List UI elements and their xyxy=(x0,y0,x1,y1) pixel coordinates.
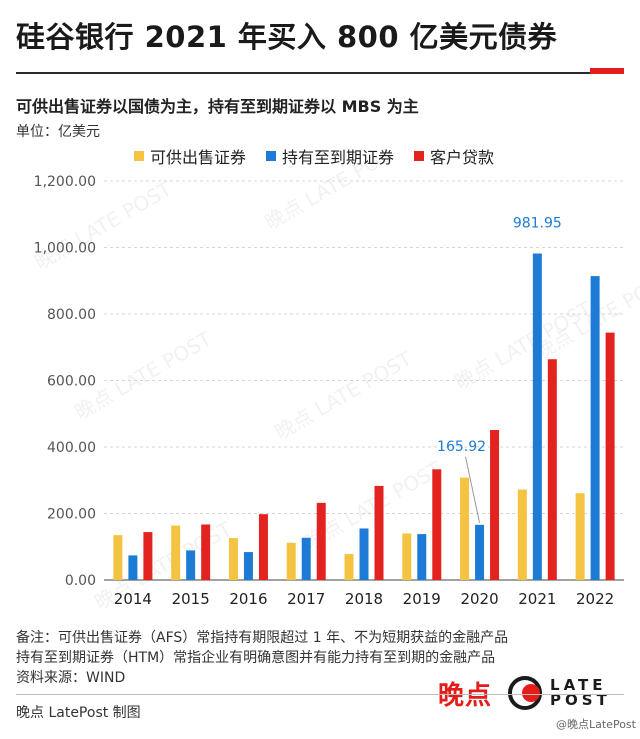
bar-htm-2017 xyxy=(301,537,311,580)
bar-loans-2017 xyxy=(316,502,326,580)
legend-swatch-loans xyxy=(414,151,425,161)
y-tick-label-200: 200.00 xyxy=(47,507,96,523)
bar-afs-2022 xyxy=(575,493,585,580)
bar-loans-2018 xyxy=(374,485,384,580)
bar-afs-2019 xyxy=(402,533,412,580)
watermark-3: 晚点 LATE POST xyxy=(271,346,417,444)
title-divider xyxy=(16,72,624,74)
legend-swatch-htm xyxy=(266,151,277,161)
bar-htm-2014 xyxy=(128,555,138,580)
legend-label-htm: 持有至到期证券 xyxy=(282,148,395,167)
data-label-165-92: 165.92 xyxy=(437,439,486,455)
legend-item-afs: 可供出售证券 xyxy=(134,144,246,168)
bar-afs-2016 xyxy=(228,538,238,580)
bar-htm-2021 xyxy=(532,253,542,580)
brand-name-en-line1: LATE xyxy=(550,676,607,694)
bar-afs-2014 xyxy=(113,535,123,580)
page-title: 硅谷银行 2021 年买入 800 亿美元债券 xyxy=(16,20,558,54)
chart-credit: 晚点 LatePost 制图 xyxy=(16,705,141,721)
x-tick-label-2014: 2014 xyxy=(114,590,152,608)
data-label-981-95: 981.95 xyxy=(513,216,562,232)
legend-label-afs: 可供出售证券 xyxy=(150,148,247,167)
bar-loans-2016 xyxy=(258,514,268,580)
bar-htm-2018 xyxy=(359,528,369,580)
bar-htm-2019 xyxy=(417,534,427,580)
watermark-7: 晚点 LATE POST xyxy=(91,516,237,614)
legend-item-htm: 持有至到期证券 xyxy=(266,144,394,168)
x-tick-label-2022: 2022 xyxy=(576,590,614,608)
brand-logo-block: 晚点 LATE POST xyxy=(438,674,611,712)
annotation-leader-2020 xyxy=(465,456,481,523)
unit-label: 单位：亿美元 xyxy=(16,124,100,140)
bar-afs-2018 xyxy=(344,554,354,580)
x-tick-label-2019: 2019 xyxy=(403,590,441,608)
brand-name-cn: 晚点 xyxy=(438,680,493,711)
data-source: 资料来源：WIND xyxy=(16,670,126,686)
legend-label-loans: 客户贷款 xyxy=(430,148,495,167)
y-tick-label-600: 600.00 xyxy=(47,374,96,390)
bar-htm-2016 xyxy=(243,552,253,580)
chart-subtitle: 可供出售证券以国债为主，持有至到期证券以 MBS 为主 xyxy=(16,97,419,116)
legend-swatch-afs xyxy=(134,151,144,161)
chart-legend: 可供出售证券 持有至到期证券 客户贷款 xyxy=(134,144,494,168)
legend-item-loans: 客户贷款 xyxy=(414,144,494,168)
x-tick-label-2016: 2016 xyxy=(229,590,267,608)
bar-afs-2021 xyxy=(517,489,527,580)
x-tick-label-2017: 2017 xyxy=(287,590,325,608)
bar-afs-2015 xyxy=(171,525,181,580)
title-accent-bar xyxy=(590,68,624,74)
weibo-handle: @晚点LatePost xyxy=(556,718,636,731)
bar-loans-2022 xyxy=(605,332,615,580)
footnote-afs: 备注：可供出售证券（AFS）常指持有期限超过 1 年、不为短期获益的金融产品 xyxy=(16,630,509,646)
y-tick-label-800: 800.00 xyxy=(47,307,96,323)
bar-chart: 晚点 LATE POST 晚点 LATE POST 晚点 LATE POST 晚点 L… xyxy=(31,160,640,614)
x-tick-label-2021: 2021 xyxy=(518,590,556,608)
x-tick-label-2018: 2018 xyxy=(345,590,383,608)
latepost-logo-icon xyxy=(508,676,543,710)
bar-afs-2017 xyxy=(286,542,296,580)
footnotes: 备注：可供出售证券（AFS）常指持有期限超过 1 年、不为短期获益的金融产品 持… xyxy=(16,628,508,688)
bar-htm-2015 xyxy=(186,550,196,580)
bar-loans-2019 xyxy=(432,469,442,580)
bar-loans-2020 xyxy=(490,430,500,580)
y-tick-label-1200: 1,200.00 xyxy=(34,174,96,190)
bar-loans-2015 xyxy=(201,524,211,580)
y-tick-label-1000: 1,000.00 xyxy=(34,241,96,257)
footer-divider xyxy=(16,694,624,695)
footnote-htm: 持有至到期证券（HTM）常指企业有明确意图并有能力持有至到期的金融产品 xyxy=(16,650,496,666)
bar-afs-2020 xyxy=(460,477,470,580)
watermark-0: 晚点 LATE POST xyxy=(31,176,177,274)
bar-htm-2022 xyxy=(590,276,600,580)
brand-name-en: LATE POST xyxy=(550,678,611,708)
bar-loans-2021 xyxy=(547,359,557,580)
bar-loans-2014 xyxy=(143,532,153,580)
x-tick-label-2015: 2015 xyxy=(172,590,210,608)
watermark-5: 晚点 LATE POST xyxy=(531,266,640,364)
x-tick-label-2020: 2020 xyxy=(460,590,498,608)
watermark-1: 晚点 LATE POST xyxy=(261,160,407,234)
y-tick-label-400: 400.00 xyxy=(47,440,96,456)
y-tick-label-0: 0.00 xyxy=(65,573,96,589)
bar-htm-2020 xyxy=(475,524,485,580)
brand-name-en-line2: POST xyxy=(550,691,611,709)
